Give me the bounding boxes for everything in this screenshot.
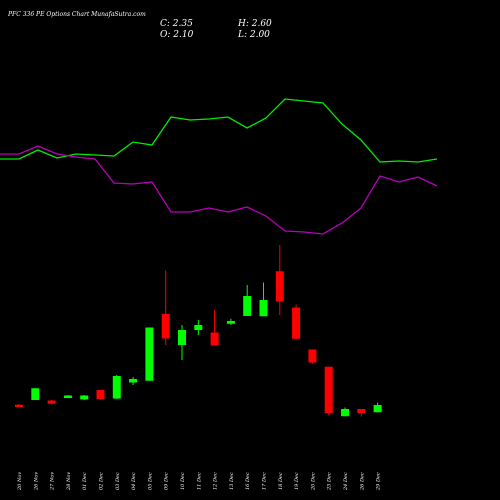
candle-body [292,307,301,339]
candle-body [324,366,333,413]
x-tick-label: 12 Dec [213,472,219,490]
candle-15 [259,282,268,317]
x-tick-label: 01 Dec [82,472,88,490]
x-tick-label: 19 Dec [294,472,300,490]
ohlc-close: C: 2.35 [160,19,193,29]
candle-12 [210,310,219,346]
candle-body [308,349,317,363]
candle-layer [15,245,382,417]
ohlc-low: L: 2.00 [237,30,270,40]
candle-body [243,296,252,316]
x-tick-label: 03 Dec [115,472,121,490]
x-tick-label: 05 Dec [147,472,153,490]
x-tick-label: 26 Nov [33,472,39,491]
candle-8 [145,327,154,381]
candle-9 [161,270,170,345]
candle-body [161,314,170,339]
candle-14 [243,285,252,316]
x-axis: 20 Nov 26 Nov 27 Nov 28 Nov 01 Dec 02 Dec 03 D… [17,472,382,491]
x-tick-label: 16 Dec [245,472,251,490]
x-tick-label: 24 Dec [343,472,349,491]
candle-18 [308,349,317,364]
candle-body [178,330,186,345]
x-tick-label: 26 Dec [359,472,365,491]
candle-body [63,395,72,398]
candle-10 [178,325,186,360]
candle-body [226,321,235,324]
candle-2 [47,400,56,405]
x-tick-label: 10 Dec [180,472,186,490]
candle-16 [275,245,284,315]
indicator-line-2 [0,145,438,235]
candle-body [96,390,105,399]
x-tick-label: 13 Dec [229,472,235,490]
candle-3 [63,395,72,398]
candle-4 [80,395,89,400]
candle-body [80,395,89,400]
candle-5 [96,390,105,400]
x-tick-label: 27 Nov [50,472,56,491]
candle-body [341,409,349,417]
candle-17 [292,304,301,340]
candle-20 [341,407,349,417]
x-tick-label: 09 Dec [164,472,170,490]
x-tick-label: 20 Dec [310,472,316,491]
candle-body [275,271,284,302]
candle-body [145,327,154,381]
candle-body [47,400,56,404]
x-tick-label: 04 Dec [131,472,137,490]
candle-body [373,405,382,413]
candle-13 [226,318,235,325]
candle-body [259,300,268,317]
candle-6 [112,375,121,399]
candle-19 [324,366,333,415]
candle-22 [373,402,382,413]
candle-body [112,376,121,399]
candle-body [210,332,219,346]
x-tick-label: 28 Nov [66,472,72,491]
x-tick-label: 18 Dec [278,472,284,490]
candle-body [129,379,138,383]
candle-body [194,325,203,330]
candle-body [31,388,40,400]
candle-21 [357,409,366,417]
x-tick-label: 20 Nov [17,472,23,491]
candle-body [15,404,23,407]
x-tick-label: 17 Dec [262,472,268,490]
ohlc-open: O: 2.10 [160,30,194,40]
candle-0 [15,404,23,407]
indicator-layer [0,98,438,235]
x-tick-label: 23 Dec [327,472,333,491]
candle-body [357,409,366,413]
x-tick-label: 29 Dec [376,472,382,491]
candle-7 [129,377,138,385]
candle-1 [31,388,40,400]
indicator-line-1 [0,98,438,163]
candle-11 [194,320,203,335]
ohlc-high: H: 2.60 [237,19,272,29]
x-tick-label: 11 Dec [196,472,202,490]
x-tick-label: 02 Dec [99,472,105,490]
chart-title: PFC 336 PE Options Chart MunafaSutra.com [7,11,146,18]
